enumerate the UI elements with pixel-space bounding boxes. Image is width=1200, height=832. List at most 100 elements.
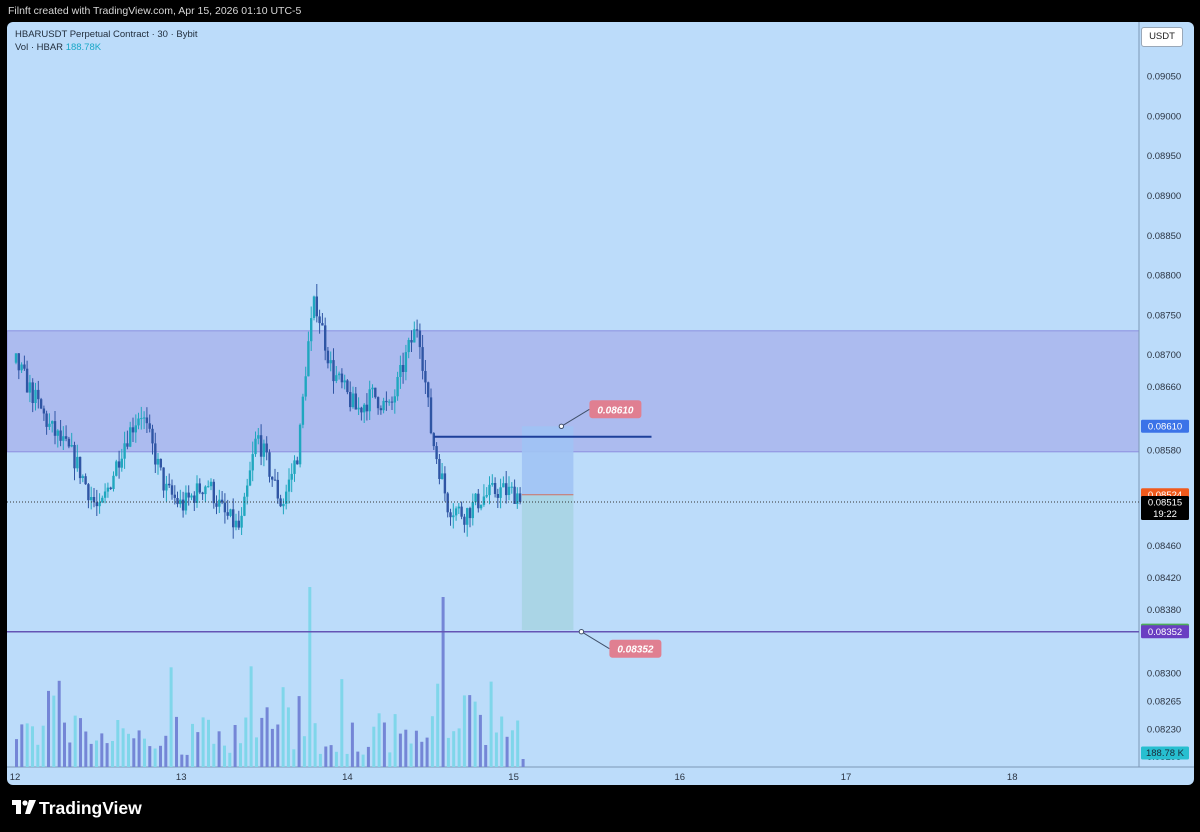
tradingview-logo-icon xyxy=(12,800,36,814)
candle-body xyxy=(106,487,110,492)
candle-body xyxy=(379,408,383,411)
volume-bar xyxy=(377,713,381,767)
candle-body xyxy=(343,380,346,383)
candle-body xyxy=(59,430,62,441)
candle-body xyxy=(273,479,277,481)
candle-body xyxy=(262,443,266,457)
candle-body xyxy=(154,443,157,465)
volume-bar xyxy=(452,731,456,767)
price-tick: 0.08700 xyxy=(1147,350,1181,361)
volume-bar xyxy=(361,754,365,767)
candle-body xyxy=(332,360,335,382)
candle-body xyxy=(207,486,210,488)
candle-body xyxy=(507,486,511,495)
candle-body xyxy=(259,435,263,457)
candle-body xyxy=(463,516,466,525)
symbol-legend[interactable]: HBARUSDT Perpetual Contract · 30 · Bybit xyxy=(15,29,198,40)
target-label: 0.08610 xyxy=(597,405,634,416)
volume-bar xyxy=(356,751,360,767)
volume-price-text: 188.78 K xyxy=(1146,748,1185,759)
stop-label-box xyxy=(609,639,662,658)
volume-bar xyxy=(73,715,77,767)
candle-body xyxy=(285,491,288,504)
candle-body xyxy=(318,316,321,324)
candle-body xyxy=(357,407,360,410)
target-label-box xyxy=(589,400,642,419)
candle-body xyxy=(413,329,416,343)
candle-body xyxy=(335,375,338,381)
volume-legend-label: Vol · HBAR xyxy=(15,42,64,53)
volume-bar xyxy=(153,748,157,767)
volume-bar xyxy=(31,726,34,767)
position-target-zone xyxy=(521,426,574,495)
candle-body xyxy=(454,508,458,516)
volume-bar xyxy=(260,717,264,767)
candle-body xyxy=(39,399,43,409)
candle-body xyxy=(129,427,132,447)
tradingview-logo[interactable]: TradingView xyxy=(12,797,142,821)
target-price-text: 0.08610 xyxy=(1148,422,1182,433)
currency-button[interactable]: USDT xyxy=(1141,27,1183,47)
candle-body xyxy=(179,499,182,505)
volume-bar xyxy=(239,743,242,767)
candle-body xyxy=(502,483,505,488)
volume-bar xyxy=(324,746,328,767)
volume-bar xyxy=(281,687,285,767)
candle-body xyxy=(251,454,254,471)
volume-bar xyxy=(473,701,477,767)
volume-bar xyxy=(47,690,50,767)
candle-body xyxy=(134,425,137,433)
candle-body xyxy=(474,493,477,503)
candle-body xyxy=(304,376,307,397)
candle-body xyxy=(20,364,23,371)
candle-body xyxy=(452,515,455,518)
candle-body xyxy=(368,389,371,412)
candle-body xyxy=(176,498,179,505)
last-candle-open-price-text: 0.08524 xyxy=(1148,490,1182,501)
volume-legend[interactable]: Vol · HBAR 188.78K xyxy=(15,42,101,53)
chart-canvas[interactable]: 0.08610 0.08352 0.09050 0.09000 0.08950 0.089… xyxy=(7,22,1194,785)
time-tick: 15 xyxy=(508,772,519,783)
candle-body xyxy=(396,377,399,397)
candle-body xyxy=(271,476,274,480)
time-tick: 14 xyxy=(342,772,353,783)
candle-body xyxy=(499,487,502,498)
candle-body xyxy=(282,503,285,507)
time-tick: 16 xyxy=(675,772,686,783)
candle-body xyxy=(64,436,68,439)
candle-body xyxy=(329,360,332,364)
candle-body xyxy=(201,492,204,495)
volume-bar xyxy=(244,717,248,767)
volume-bar xyxy=(436,683,440,767)
candle-body xyxy=(67,438,71,447)
candle-body xyxy=(340,373,344,383)
price-tick: 0.08660 xyxy=(1147,382,1181,393)
volume-bar xyxy=(441,597,445,767)
candle-body xyxy=(349,392,352,408)
candle-body xyxy=(84,476,87,485)
candle-body xyxy=(14,353,18,363)
volume-bar xyxy=(420,741,424,767)
candle-body xyxy=(117,461,121,468)
stop-label: 0.08352 xyxy=(617,645,654,656)
candle-body xyxy=(137,418,140,426)
price-tick: 0.08265 xyxy=(1147,696,1181,707)
support-price-badge xyxy=(1141,625,1189,639)
candle-body xyxy=(321,323,324,326)
candle-body xyxy=(446,493,449,513)
volume-bar xyxy=(249,666,253,767)
volume-bar xyxy=(207,719,210,767)
candle-body xyxy=(218,499,221,507)
candle-body xyxy=(81,476,84,478)
price-axis-ticks: 0.09050 0.09000 0.08950 0.08900 0.08850 0.088… xyxy=(1147,72,1181,764)
volume-bar xyxy=(41,725,45,767)
chart-frame[interactable]: 0.08610 0.08352 0.09050 0.09000 0.08950 0.089… xyxy=(7,22,1194,785)
candle-body xyxy=(131,427,135,433)
candle-body xyxy=(243,496,246,516)
volume-bar xyxy=(84,731,88,767)
price-tick: 0.09000 xyxy=(1147,111,1181,122)
volume-bar xyxy=(510,730,514,767)
candle-body xyxy=(51,421,54,424)
volume-price-badge xyxy=(1141,746,1189,760)
volume-bar xyxy=(180,754,184,767)
